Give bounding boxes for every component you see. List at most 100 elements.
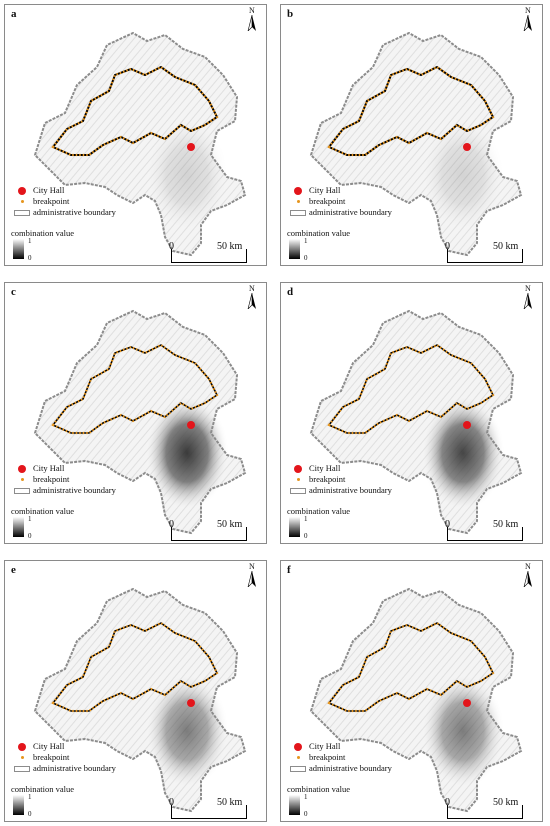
scale-end: 50 km xyxy=(217,519,243,530)
administrative-boundary xyxy=(33,31,247,257)
breakpoint-icon xyxy=(296,756,300,759)
combination-value-core xyxy=(145,117,229,233)
city-hall-marker xyxy=(187,699,195,707)
scale-bar: 0 50 km xyxy=(169,797,247,819)
breakpoint-icon xyxy=(20,200,24,203)
north-arrow-icon xyxy=(523,15,532,31)
north-letter: N xyxy=(249,284,255,293)
legend: City Hall breakpoint administrative boun… xyxy=(287,741,392,774)
legend: City Hall breakpoint administrative boun… xyxy=(287,185,392,218)
breakpoint-markers xyxy=(51,65,219,157)
north-letter: N xyxy=(525,284,531,293)
panel-label: a xyxy=(11,8,17,20)
combination-value-ramp xyxy=(289,795,300,815)
ramp-max: 1 xyxy=(304,237,308,245)
legend-city-hall: City Hall xyxy=(287,741,392,752)
scale-bar: 0 50 km xyxy=(169,241,247,263)
legend-city-hall: City Hall xyxy=(11,463,116,474)
legend-city-hall: City Hall xyxy=(287,185,392,196)
legend-city-hall: City Hall xyxy=(11,185,116,196)
scale-start: 0 xyxy=(445,797,450,808)
north-arrow: N xyxy=(522,563,536,589)
legend: City Hall breakpoint administrative boun… xyxy=(287,463,392,496)
legend-admin-boundary: administrative boundary xyxy=(11,763,116,774)
scale-bar: 0 50 km xyxy=(445,797,523,819)
city-hall-marker xyxy=(463,421,471,429)
breakpoint-markers xyxy=(327,343,495,435)
combination-value-title: combination value xyxy=(11,228,75,238)
legend: City Hall breakpoint administrative boun… xyxy=(11,741,116,774)
north-letter: N xyxy=(525,562,531,571)
map-panel-d: d N City Hall breakpoint administrative … xyxy=(280,282,543,544)
breakpoint-icon xyxy=(296,478,300,481)
legend-admin-boundary: administrative boundary xyxy=(11,485,116,496)
combination-value-title: combination value xyxy=(287,784,351,794)
combination-value-ramp xyxy=(289,517,300,537)
city-hall-icon xyxy=(294,464,302,473)
scale-bar: 0 50 km xyxy=(445,519,523,541)
map-panel-f: f N City Hall breakpoint administrative … xyxy=(280,560,543,822)
city-hall-icon xyxy=(18,464,26,473)
north-letter: N xyxy=(249,6,255,15)
north-arrow-icon xyxy=(523,571,532,587)
breakpoint-markers xyxy=(327,65,495,157)
map-panel-e: e N City Hall breakpoint administrative … xyxy=(4,560,267,822)
north-arrow-icon xyxy=(247,571,256,587)
combination-value-ramp xyxy=(13,239,24,259)
north-letter: N xyxy=(249,562,255,571)
city-hall-marker xyxy=(463,699,471,707)
panel-label: c xyxy=(11,286,16,298)
legend: City Hall breakpoint administrative boun… xyxy=(11,185,116,218)
combination-value-core xyxy=(421,673,505,789)
city-hall-icon xyxy=(294,742,302,751)
legend-breakpoint: breakpoint xyxy=(287,474,392,485)
breakpoint-markers xyxy=(327,621,495,713)
breakpoint-markers xyxy=(51,621,219,713)
boundary-icon xyxy=(14,487,30,494)
administrative-boundary xyxy=(33,309,247,535)
map-canvas xyxy=(309,587,523,813)
ramp-max: 1 xyxy=(28,515,32,523)
north-arrow: N xyxy=(246,7,260,33)
legend-breakpoint: breakpoint xyxy=(287,196,392,207)
boundary-icon xyxy=(290,209,306,216)
map-panel-a: a N City Hall breakpoint administrative … xyxy=(4,4,267,266)
legend-admin-boundary: administrative boundary xyxy=(287,763,392,774)
legend-city-hall: City Hall xyxy=(287,463,392,474)
north-arrow-icon xyxy=(247,293,256,309)
north-letter: N xyxy=(525,6,531,15)
city-hall-icon xyxy=(18,742,26,751)
map-canvas xyxy=(33,31,247,257)
combination-value-ramp xyxy=(289,239,300,259)
north-arrow: N xyxy=(522,285,536,311)
ramp-min: 0 xyxy=(304,254,308,262)
breakpoint-icon xyxy=(20,756,24,759)
ramp-max: 1 xyxy=(28,793,32,801)
ramp-min: 0 xyxy=(304,532,308,540)
city-hall-icon xyxy=(294,186,302,195)
legend-breakpoint: breakpoint xyxy=(11,752,116,763)
map-canvas xyxy=(309,309,523,535)
combination-value-title: combination value xyxy=(287,228,351,238)
panel-label: f xyxy=(287,564,291,576)
scale-bar: 0 50 km xyxy=(169,519,247,541)
panel-label: b xyxy=(287,8,294,20)
scale-bar: 0 50 km xyxy=(445,241,523,263)
north-arrow-icon xyxy=(247,15,256,31)
combination-value-ramp xyxy=(13,795,24,815)
city-hall-icon xyxy=(18,186,26,195)
panel-label: d xyxy=(287,286,294,298)
boundary-icon xyxy=(290,765,306,772)
city-hall-marker xyxy=(187,143,195,151)
combination-value-title: combination value xyxy=(11,506,75,516)
combination-value-title: combination value xyxy=(11,784,75,794)
ramp-min: 0 xyxy=(28,254,32,262)
administrative-boundary xyxy=(309,31,523,257)
scale-start: 0 xyxy=(169,241,174,252)
legend-breakpoint: breakpoint xyxy=(11,196,116,207)
map-panel-b: b N City Hall breakpoint administrative … xyxy=(280,4,543,266)
breakpoint-icon xyxy=(296,200,300,203)
combination-value-core xyxy=(421,117,505,233)
ramp-min: 0 xyxy=(28,810,32,818)
breakpoint-icon xyxy=(20,478,24,481)
